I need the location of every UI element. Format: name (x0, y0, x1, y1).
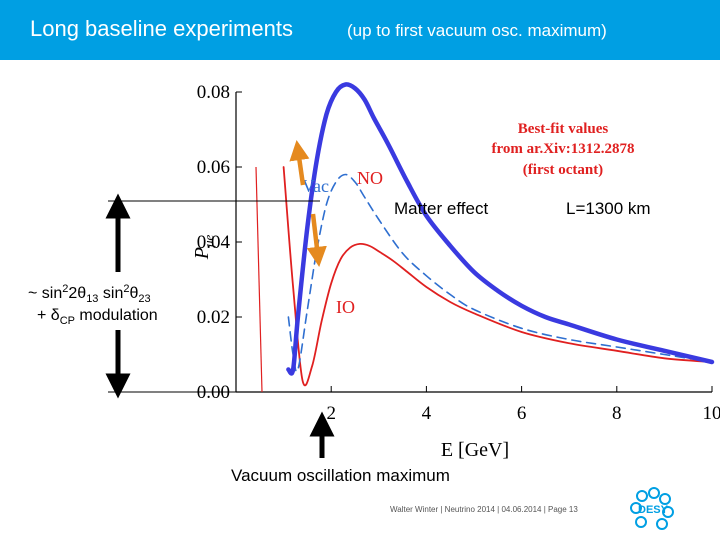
matter-arrow-up (289, 139, 310, 186)
matter-effect-label: Matter effect (394, 199, 488, 218)
mod-l1-sub2: 23 (138, 293, 150, 305)
desy-logo: DESY (630, 487, 674, 530)
y-tick-label: 0.02 (197, 307, 230, 328)
series-line-vac (287, 173, 713, 373)
desy-logo-dot (636, 490, 648, 502)
slide-footer: Walter Winter | Neutrino 2014 | 04.06.20… (390, 505, 578, 514)
io-steep-start (255, 166, 263, 393)
curve-label-no: NO (357, 168, 383, 188)
y-tick-label: 0.04 (197, 232, 231, 253)
vacuum-max-label: Vacuum oscillation maximum (231, 466, 450, 485)
bestfit-note-line3: (first octant) (523, 162, 603, 178)
mod-l1-theta2: θ (129, 285, 138, 302)
desy-logo-text: DESY (638, 504, 669, 516)
desy-logo-dot (659, 493, 671, 505)
mod-l1-theta1: θ (77, 285, 86, 302)
y-axis-label-sub: μe (201, 235, 216, 249)
curve-label-vac: Vac (302, 176, 329, 196)
curve-label-io: IO (336, 297, 355, 317)
x-tick-label: 4 (422, 403, 432, 424)
mod-l2-a: + δ (37, 307, 60, 324)
slide-title: Long baseline experiments (30, 16, 293, 41)
modulation-text-line1: ~ sin22θ13 sin2θ23 (28, 283, 151, 305)
baseline-label: L=1300 km (566, 199, 651, 218)
y-tick-label: 0.06 (197, 157, 230, 178)
slide-title-sub: (up to first vacuum osc. maximum) (347, 21, 607, 40)
desy-logo-dot (635, 516, 647, 528)
matter-arrow-down (306, 213, 327, 268)
bestfit-note-line2: from ar.Xiv:1312.2878 (492, 141, 635, 157)
x-axis-label: E [GeV] (441, 439, 509, 461)
mod-l2-b: modulation (75, 307, 158, 324)
mod-l1-sub1: 13 (86, 293, 98, 305)
x-tick-label: 2 (326, 403, 336, 424)
mod-l2-sub: CP (60, 315, 75, 327)
mod-l1-a: ~ sin (28, 285, 62, 302)
y-axis-label-main: P (191, 247, 213, 260)
desy-logo-dot (648, 487, 660, 499)
mod-l1-c: sin (98, 285, 123, 302)
mod-l1-sup1: 2 (62, 283, 68, 295)
x-tick-label: 8 (612, 403, 622, 424)
x-tick-label: 10 (703, 403, 720, 424)
series-line-no (286, 82, 715, 376)
desy-logo-dot (656, 518, 668, 530)
series-line-io (282, 166, 713, 387)
modulation-text-line2: + δCP modulation (37, 307, 158, 327)
y-axis-label: Pμe (191, 235, 216, 261)
desy-logo-dot (630, 502, 642, 514)
y-tick-label: 0.08 (197, 82, 230, 103)
bestfit-note-line1: Best-fit values (518, 121, 609, 137)
desy-logo-dot (662, 506, 674, 518)
mod-l1-b: 2 (68, 285, 77, 302)
title-bar: Long baseline experiments (up to first v… (0, 0, 720, 60)
mod-l1-sup2: 2 (123, 283, 129, 295)
x-tick-label: 6 (517, 403, 527, 424)
